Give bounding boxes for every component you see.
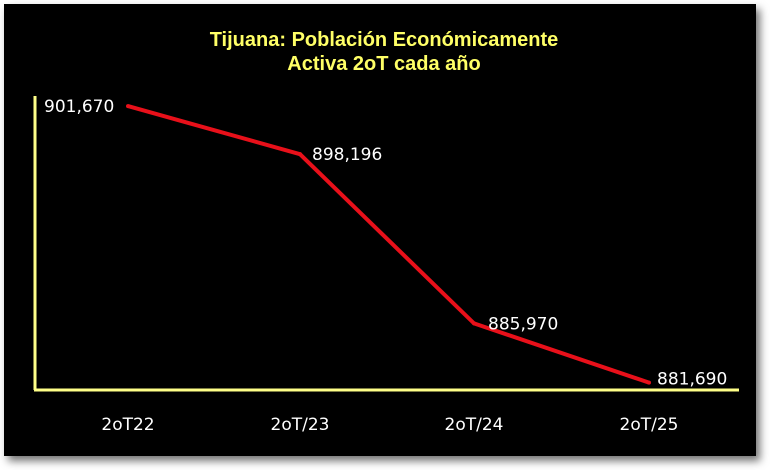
x-tick-label: 2oT/24 [445,415,504,435]
data-point [472,321,476,326]
x-tick-label: 2oT/25 [620,415,679,435]
data-label: 898,196 [312,145,382,165]
data-label: 901,670 [44,97,114,117]
data-label: 881,690 [657,370,727,390]
series-line [127,104,650,385]
data-point [126,104,130,109]
data-label: 885,970 [488,314,558,334]
x-tick-label: 2oT/23 [271,415,330,435]
chart-title-line-2: Activa 2oT cada año [287,53,480,75]
chart-frame: Tijuana: Población Económicamente Activa… [4,4,756,456]
data-point [647,380,651,385]
data-point [298,152,302,157]
x-tick-label: 2oT22 [101,415,154,435]
line-chart: Tijuana: Población Económicamente Activa… [33,29,739,435]
chart-title-line-1: Tijuana: Población Económicamente [210,29,559,51]
chart-marks: 901,670 2oT22 898,196 2oT/23 885,970 2oT/24 88… [44,97,727,435]
